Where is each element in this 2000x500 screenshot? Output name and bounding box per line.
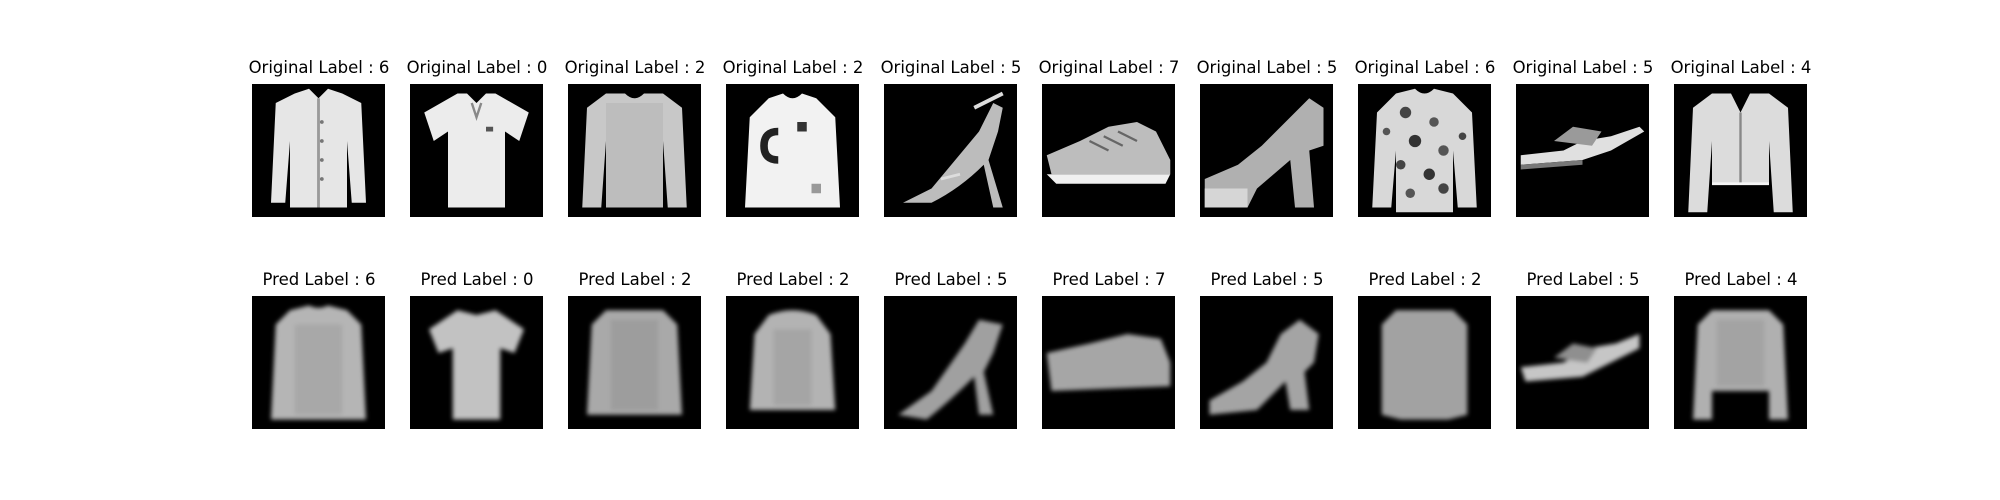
- pred-cell-10: Pred Label : 4: [1674, 270, 1807, 429]
- pred-cell-1: Pred Label : 6: [252, 270, 385, 429]
- blurry-sandal-icon: [884, 296, 1017, 429]
- platform-sandal-icon: [1200, 84, 1333, 217]
- original-cell-1: Original Label : 6: [249, 58, 389, 217]
- pred-label: Pred Label : 2: [1368, 270, 1482, 289]
- blurry-tshirt-icon: [410, 296, 543, 429]
- pred-label: Pred Label : 4: [1684, 270, 1798, 289]
- blurry-flat-sandal-icon: [1516, 296, 1649, 429]
- polo-tshirt-icon: [410, 84, 543, 217]
- pred-label: Pred Label : 0: [420, 270, 534, 289]
- long-sleeve-shirt-icon: [252, 84, 385, 217]
- pred-cell-9: Pred Label : 5: [1516, 270, 1649, 429]
- pullover-icon: [568, 84, 701, 217]
- blurry-pullover-icon: [568, 296, 701, 429]
- pred-label: Pred Label : 5: [1526, 270, 1640, 289]
- original-cell-10: Original Label : 4: [1671, 58, 1811, 217]
- blurry-top-icon: [1358, 296, 1491, 429]
- blurry-pullover-icon: [726, 296, 859, 429]
- original-label: Original Label : 2: [564, 58, 706, 77]
- pred-label: Pred Label : 5: [894, 270, 1008, 289]
- pred-cell-3: Pred Label : 2: [568, 270, 701, 429]
- original-cell-8: Original Label : 6: [1355, 58, 1495, 217]
- blurry-top-icon: [252, 296, 385, 429]
- original-label: Original Label : 5: [1196, 58, 1338, 77]
- pred-cell-6: Pred Label : 7: [1042, 270, 1175, 429]
- original-label: Original Label : 6: [248, 58, 390, 77]
- flat-sandal-icon: [1516, 84, 1649, 217]
- blurry-sneaker-icon: [1042, 296, 1175, 429]
- original-label: Original Label : 4: [1670, 58, 1812, 77]
- pred-label: Pred Label : 2: [578, 270, 692, 289]
- pred-cell-2: Pred Label : 0: [410, 270, 543, 429]
- pred-cell-7: Pred Label : 5: [1200, 270, 1333, 429]
- original-cell-2: Original Label : 0: [407, 58, 547, 217]
- pred-label: Pred Label : 6: [262, 270, 376, 289]
- original-cell-5: Original Label : 5: [881, 58, 1021, 217]
- original-label: Original Label : 5: [1512, 58, 1654, 77]
- original-label: Original Label : 5: [880, 58, 1022, 77]
- cardigan-icon: [1674, 84, 1807, 217]
- pred-cell-5: Pred Label : 5: [884, 270, 1017, 429]
- original-cell-9: Original Label : 5: [1513, 58, 1653, 217]
- blurry-top-icon: [1674, 296, 1807, 429]
- original-cell-6: Original Label : 7: [1039, 58, 1179, 217]
- original-label: Original Label : 2: [722, 58, 864, 77]
- strappy-sandal-icon: [884, 84, 1017, 217]
- original-label: Original Label : 7: [1038, 58, 1180, 77]
- sneaker-icon: [1042, 84, 1175, 217]
- original-label: Original Label : 6: [1354, 58, 1496, 77]
- blurry-sandal-icon: [1200, 296, 1333, 429]
- pred-label: Pred Label : 2: [736, 270, 850, 289]
- floral-shirt-icon: [1358, 84, 1491, 217]
- pred-cell-4: Pred Label : 2: [726, 270, 859, 429]
- original-cell-3: Original Label : 2: [565, 58, 705, 217]
- original-cell-4: Original Label : 2: [723, 58, 863, 217]
- pred-label: Pred Label : 5: [1210, 270, 1324, 289]
- original-label: Original Label : 0: [406, 58, 548, 77]
- pred-label: Pred Label : 7: [1052, 270, 1166, 289]
- original-cell-7: Original Label : 5: [1197, 58, 1337, 217]
- pred-cell-8: Pred Label : 2: [1358, 270, 1491, 429]
- letter-sweater-icon: [726, 84, 859, 217]
